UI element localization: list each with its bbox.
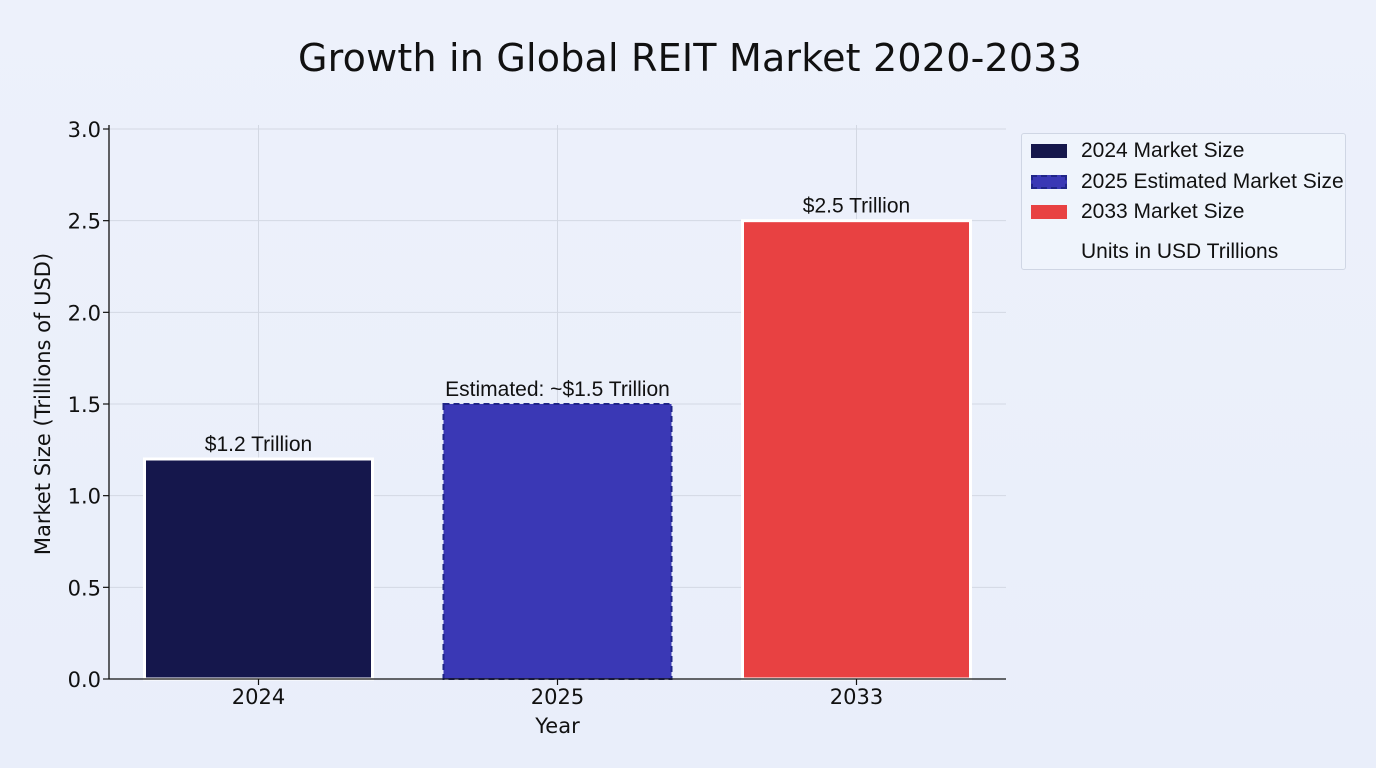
y-tick-label: 0.0 [68, 668, 101, 692]
x-tick-label-2033: 2033 [830, 685, 883, 709]
y-tick-label: 2.0 [68, 301, 101, 325]
legend-item-2024: 2024 Market Size [1031, 139, 1245, 162]
data-label-2025: Estimated: ~$1.5 Trillion [445, 378, 670, 401]
legend-item-2033: 2033 Market Size [1031, 200, 1245, 223]
legend-label-2024: 2024 Market Size [1081, 139, 1245, 162]
x-tick-label-2025: 2025 [531, 685, 584, 709]
legend-label-2025: 2025 Estimated Market Size [1081, 170, 1344, 193]
x-axis-label: Year [534, 714, 580, 738]
bar-2025 [442, 403, 673, 680]
y-axis-label: Market Size (Trillions of USD) [31, 253, 55, 555]
chart-title: Growth in Global REIT Market 2020-2033 [298, 36, 1082, 80]
legend-label-2033: 2033 Market Size [1081, 200, 1245, 223]
data-label-2024: $1.2 Trillion [205, 433, 312, 456]
y-tick-label: 2.5 [68, 210, 101, 234]
bar-2024 [143, 457, 374, 681]
bar-2033 [741, 219, 972, 681]
legend-item-2025: 2025 Estimated Market Size [1031, 170, 1344, 193]
legend-swatch-2024 [1031, 144, 1067, 158]
legend-swatch-2033 [1031, 205, 1067, 219]
data-label-2033: $2.5 Trillion [803, 195, 910, 218]
y-tick-label: 0.5 [68, 576, 101, 600]
x-tick-label-2024: 2024 [232, 685, 285, 709]
legend: 2024 Market Size 2025 Estimated Market S… [1021, 133, 1346, 270]
y-tick-label: 3.0 [68, 118, 101, 142]
legend-swatch-2025 [1031, 175, 1067, 189]
y-tick-label: 1.5 [68, 393, 101, 417]
legend-units-note: Units in USD Trillions [1081, 240, 1279, 263]
y-tick-label: 1.0 [68, 485, 101, 509]
